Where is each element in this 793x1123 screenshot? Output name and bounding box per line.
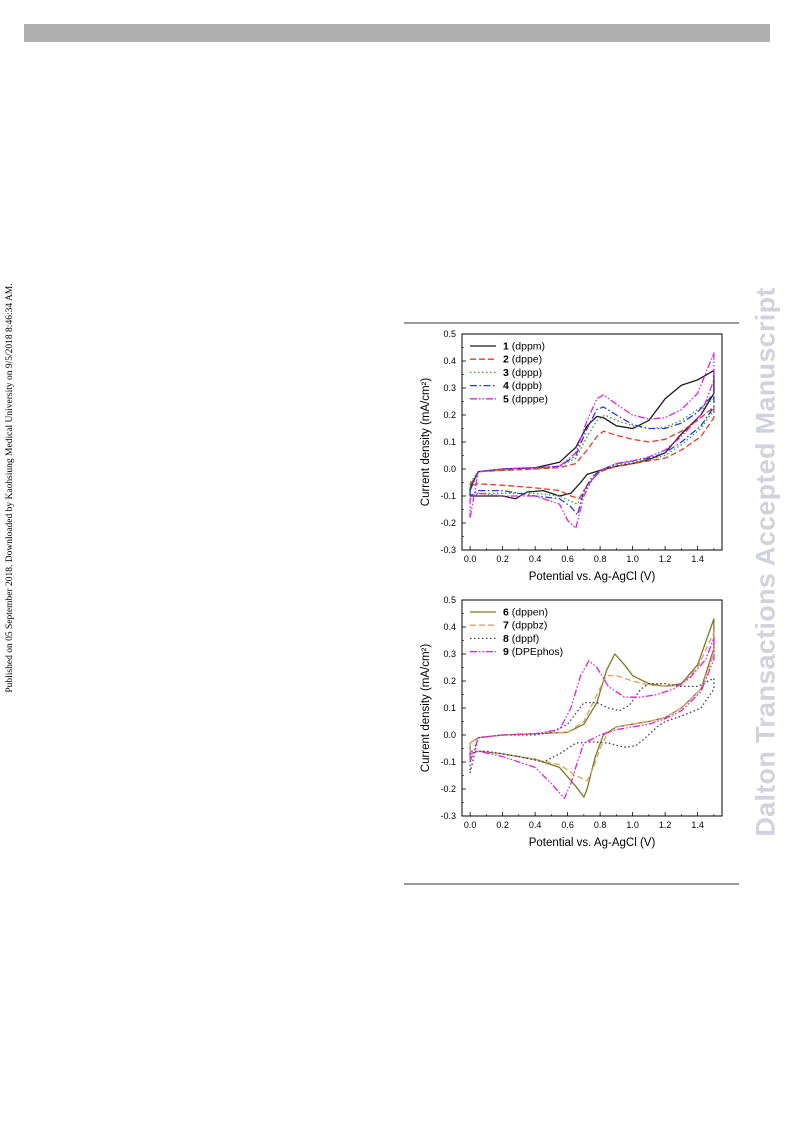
x-axis-label: Potential vs. Ag-AgCl (V)	[529, 571, 656, 583]
series-line-2	[469, 406, 715, 500]
cyclic-voltammogram-top: 0.0 0.2 0.4 0.6 0.8 1.0 1.2 1.4 -0.3 -0.2 -0.1 0.0 0…	[420, 329, 723, 583]
publication-note-text: Published on 05 September 2018. Download…	[5, 283, 15, 693]
y-tick-label: 0.5	[443, 595, 456, 605]
x-tick-label: 0.0	[464, 820, 477, 830]
y-tick-label: -0.1	[440, 757, 456, 767]
y-tick-label: -0.2	[440, 784, 456, 794]
plot-frame	[461, 599, 723, 817]
legend-id: 9	[503, 646, 509, 658]
x-tick-label: 1.4	[691, 820, 704, 830]
legend-entry-3: 3 (dppp)	[503, 367, 542, 379]
x-tick-label: 0.4	[529, 554, 542, 564]
x-tick-label: 1.0	[626, 820, 639, 830]
y-axis-label: Current density (mA/cm²)	[420, 644, 432, 773]
legend-entry-2: 2 (dppe)	[503, 354, 542, 366]
x-tick-label: 1.2	[659, 820, 672, 830]
legend-entry-5: 5 (dpppe)	[503, 393, 548, 405]
legend-entry-1: 1 (dppm)	[503, 341, 545, 353]
legend-name: (dppbz)	[512, 620, 548, 632]
y-tick-label: 0.4	[443, 356, 456, 366]
legend-name: (dppe)	[512, 354, 542, 366]
x-tick-label: 0.2	[496, 820, 509, 830]
x-tick-label: 1.4	[691, 554, 704, 564]
y-tick-label: -0.2	[440, 518, 456, 528]
series-line-6	[469, 618, 715, 798]
x-tick-label: 0.0	[464, 554, 477, 564]
y-tick-label: -0.3	[440, 811, 456, 821]
legend-id: 7	[503, 620, 509, 632]
y-tick-label: 0.2	[443, 676, 456, 686]
legend-id: 4	[503, 380, 509, 392]
watermark-text: Dalton Transactions Accepted Manuscript	[750, 287, 781, 837]
legend-name: (dppp)	[512, 367, 542, 379]
legend-name: (dppf)	[512, 633, 539, 645]
top-rule	[404, 322, 739, 324]
y-tick-label: 0.2	[443, 410, 456, 420]
x-tick-label: 0.8	[594, 554, 607, 564]
y-tick-label: 0.3	[443, 383, 456, 393]
legend-entry-6: 6 (dppen)	[503, 607, 548, 619]
series-line-4	[469, 392, 715, 516]
y-tick-label: 0.1	[443, 437, 456, 447]
legend-id: 1	[503, 341, 509, 353]
x-axis-label: Potential vs. Ag-AgCl (V)	[529, 837, 656, 849]
y-tick-label: 0.5	[443, 329, 456, 339]
series-line-7	[469, 631, 715, 782]
legend-name: (dpppe)	[512, 393, 548, 405]
legend-entry-7: 7 (dppbz)	[503, 620, 547, 632]
x-tick-label: 0.8	[594, 820, 607, 830]
series-line-8	[469, 677, 715, 773]
y-tick-label: 0.3	[443, 649, 456, 659]
y-axis-label: Current density (mA/cm²)	[420, 378, 432, 507]
legend-id: 6	[503, 607, 509, 619]
y-tick-label: 0.1	[443, 703, 456, 713]
x-tick-label: 0.2	[496, 554, 509, 564]
y-tick-label: 0.0	[443, 464, 456, 474]
y-tick-label: -0.3	[440, 545, 456, 555]
legend-name: (dppm)	[512, 341, 545, 353]
cyclic-voltammogram-bottom: 0.0 0.2 0.4 0.6 0.8 1.0 1.2 1.4 -0.3 -0.2 -0.1 0.0 0…	[420, 595, 723, 849]
x-tick-label: 0.4	[529, 820, 542, 830]
series-line-5	[469, 352, 715, 530]
legend-entry-9: 9 (DPEphos)	[503, 646, 563, 658]
legend-name: (DPEphos)	[512, 646, 563, 658]
x-tick-label: 0.6	[561, 820, 574, 830]
header-bar	[24, 24, 770, 42]
legend-entry-4: 4 (dppb)	[503, 380, 542, 392]
legend-id: 5	[503, 393, 509, 405]
y-tick-label: 0.4	[443, 622, 456, 632]
plot-frame	[461, 333, 723, 551]
x-tick-label: 1.0	[626, 554, 639, 564]
x-tick-label: 1.2	[659, 554, 672, 564]
legend-id: 3	[503, 367, 509, 379]
y-tick-label: 0.0	[443, 730, 456, 740]
series-line-3	[469, 398, 715, 505]
legend-name: (dppb)	[512, 380, 542, 392]
legend-name: (dppen)	[512, 607, 548, 619]
legend-entry-8: 8 (dppf)	[503, 633, 539, 645]
y-tick-label: -0.1	[440, 491, 456, 501]
bottom-rule	[404, 883, 739, 885]
legend-id: 8	[503, 633, 509, 645]
series-line-9	[469, 637, 715, 800]
legend-id: 2	[503, 354, 509, 366]
x-tick-label: 0.6	[561, 554, 574, 564]
